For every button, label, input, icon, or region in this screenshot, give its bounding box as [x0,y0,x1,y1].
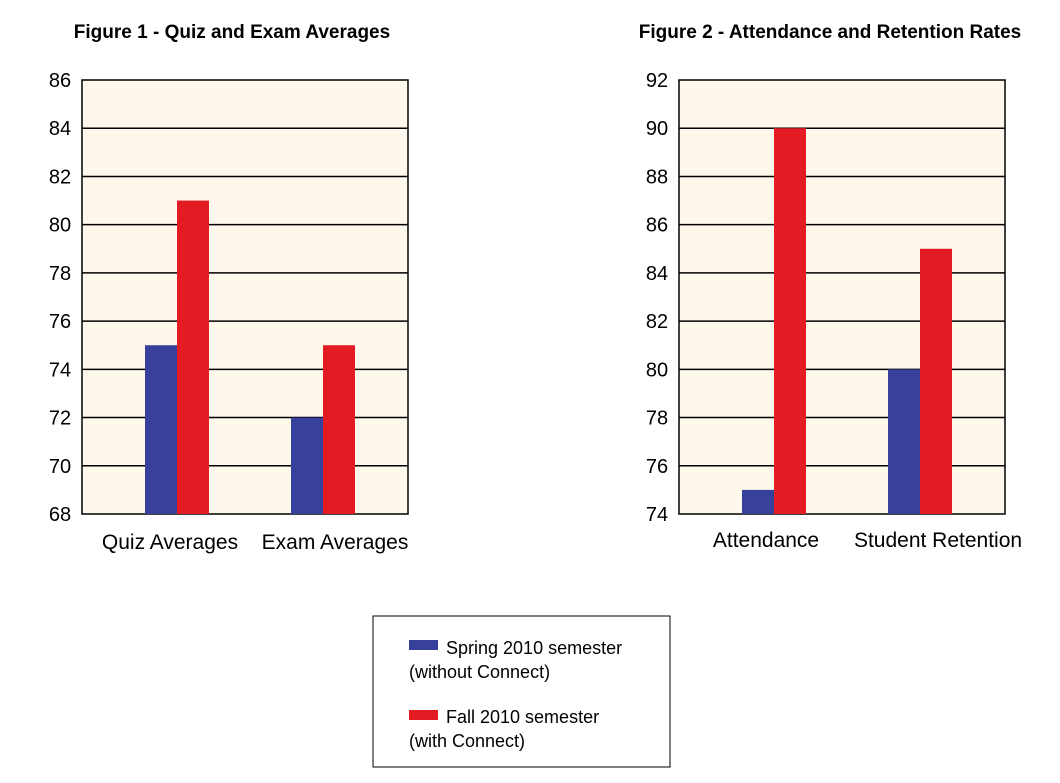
legend-swatch-spring [409,640,438,650]
bar-fall-2010 [920,248,952,514]
y-tick-label: 92 [646,70,668,92]
figure-1-bars [145,200,355,515]
figure-1-category-label: Quiz Averages [102,531,238,554]
y-tick-label: 68 [49,504,71,526]
bar-spring-2010 [742,489,774,514]
y-tick-label: 78 [646,408,668,430]
y-tick-label: 76 [49,311,71,333]
bar-fall-2010 [774,128,806,514]
figure-1-plot-area [81,79,409,515]
y-tick-label: 80 [49,215,71,237]
legend-sublabel-spring: (without Connect) [409,662,550,682]
y-tick-label: 88 [646,166,668,188]
figure-1-category-label: Exam Averages [262,531,409,554]
legend-label-spring: Spring 2010 semester [446,638,622,658]
figure-1-y-ticks: 68 70 72 74 76 78 80 82 84 86 [49,70,71,526]
figure-2-category-label: Student Retention [854,529,1022,552]
y-tick-label: 80 [646,359,668,381]
bar-fall-2010 [177,200,209,515]
y-tick-label: 76 [646,456,668,478]
bar-spring-2010 [888,369,920,514]
figure-2-bars [742,128,952,514]
figure-2-y-ticks: 74 76 78 80 82 84 86 88 90 92 [646,70,668,526]
bar-spring-2010 [291,417,323,514]
figure-2-title: Figure 2 - Attendance and Retention Rate… [639,22,1022,43]
y-tick-label: 74 [49,359,71,381]
figure-1: Figure 1 - Quiz and Exam Averages 68 70 72… [49,22,409,554]
y-tick-label: 84 [49,118,71,140]
y-tick-label: 84 [646,263,668,285]
legend: Spring 2010 semester (without Connect) F… [372,615,671,768]
y-tick-label: 74 [646,504,668,526]
legend-swatch-fall [409,710,438,720]
y-tick-label: 78 [49,263,71,285]
figure-2-category-label: Attendance [713,529,819,552]
y-tick-label: 86 [646,215,668,237]
figure-2-plot-area [678,79,1006,515]
y-tick-label: 82 [49,166,71,188]
y-tick-label: 70 [49,456,71,478]
bar-spring-2010 [145,345,177,514]
legend-sublabel-fall: (with Connect) [409,731,525,751]
bar-fall-2010 [323,345,355,514]
figure-1-title: Figure 1 - Quiz and Exam Averages [74,22,390,43]
y-tick-label: 72 [49,408,71,430]
figure-1-gridlines [82,127,408,467]
figure-2: Figure 2 - Attendance and Retention Rate… [639,22,1022,552]
legend-label-fall: Fall 2010 semester [446,707,599,727]
y-tick-label: 82 [646,311,668,333]
y-tick-label: 90 [646,118,668,140]
y-tick-label: 86 [49,70,71,92]
